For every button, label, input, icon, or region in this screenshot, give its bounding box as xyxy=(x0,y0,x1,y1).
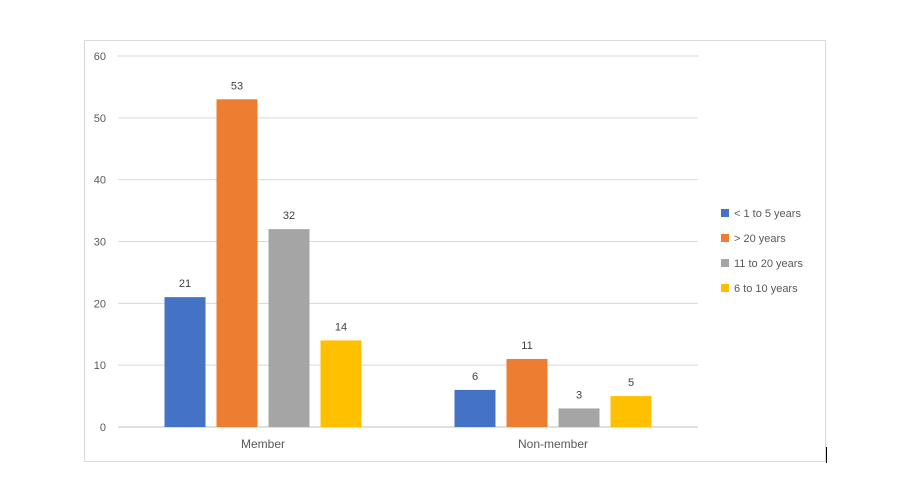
x-axis-category-labels: Member Non-member xyxy=(241,437,588,451)
data-label: 5 xyxy=(628,377,634,389)
legend-swatch xyxy=(721,284,729,292)
y-tick-label: 20 xyxy=(94,298,106,310)
y-axis-tick-labels: 0 10 20 30 40 50 60 xyxy=(94,51,106,434)
x-category-label: Non-member xyxy=(518,437,588,451)
legend-swatch xyxy=(721,234,729,242)
legend-swatch xyxy=(721,259,729,267)
legend-label: 6 to 10 years xyxy=(734,283,798,295)
bar xyxy=(216,99,258,428)
data-label: 53 xyxy=(231,80,243,92)
x-category-label: Member xyxy=(241,437,285,451)
bar xyxy=(610,396,652,427)
legend-label: < 1 to 5 years xyxy=(734,208,801,220)
bar xyxy=(558,408,600,427)
data-label: 14 xyxy=(335,321,347,333)
legend-label: 11 to 20 years xyxy=(734,258,803,270)
bar xyxy=(320,340,362,427)
gridlines xyxy=(118,55,698,428)
data-label: 3 xyxy=(576,389,582,401)
legend-swatch xyxy=(721,209,729,217)
y-tick-label: 30 xyxy=(94,237,106,249)
bar xyxy=(506,358,548,427)
y-tick-label: 60 xyxy=(94,51,106,63)
bar xyxy=(454,389,496,427)
bar xyxy=(164,297,206,427)
y-tick-label: 50 xyxy=(94,113,106,125)
text-cursor xyxy=(826,447,827,463)
y-tick-label: 40 xyxy=(94,175,106,187)
legend: < 1 to 5 years > 20 years 11 to 20 years 6 … xyxy=(721,208,803,295)
y-tick-label: 10 xyxy=(94,360,106,372)
bars: 21 53 32 14 6 11 3 5 xyxy=(164,80,652,428)
y-tick-label: 0 xyxy=(100,422,106,434)
data-label: 11 xyxy=(521,340,532,352)
data-label: 6 xyxy=(472,371,478,383)
data-label: 32 xyxy=(283,210,295,222)
bar xyxy=(268,229,310,427)
data-label: 21 xyxy=(179,278,191,290)
legend-label: > 20 years xyxy=(734,233,786,245)
